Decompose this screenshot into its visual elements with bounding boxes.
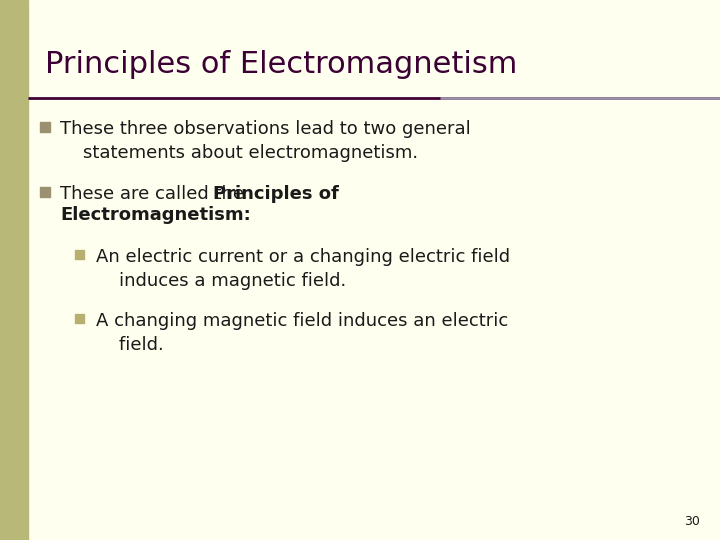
Bar (40, 187, 50, 197)
Bar (0, 0, 28, 540)
Text: 30: 30 (684, 515, 700, 528)
Text: Principles of: Principles of (213, 185, 339, 203)
Bar (75, 250, 84, 259)
Bar (75, 314, 84, 323)
Bar (40, 122, 50, 132)
Text: A changing magnetic field induces an electric
    field.: A changing magnetic field induces an ele… (96, 312, 508, 354)
Text: Electromagnetism:: Electromagnetism: (60, 206, 251, 224)
Text: These are called the: These are called the (60, 185, 250, 203)
Text: An electric current or a changing electric field
    induces a magnetic field.: An electric current or a changing electr… (96, 248, 510, 289)
Text: Principles of Electromagnetism: Principles of Electromagnetism (45, 50, 518, 79)
Text: These three observations lead to two general
    statements about electromagneti: These three observations lead to two gen… (60, 120, 471, 161)
